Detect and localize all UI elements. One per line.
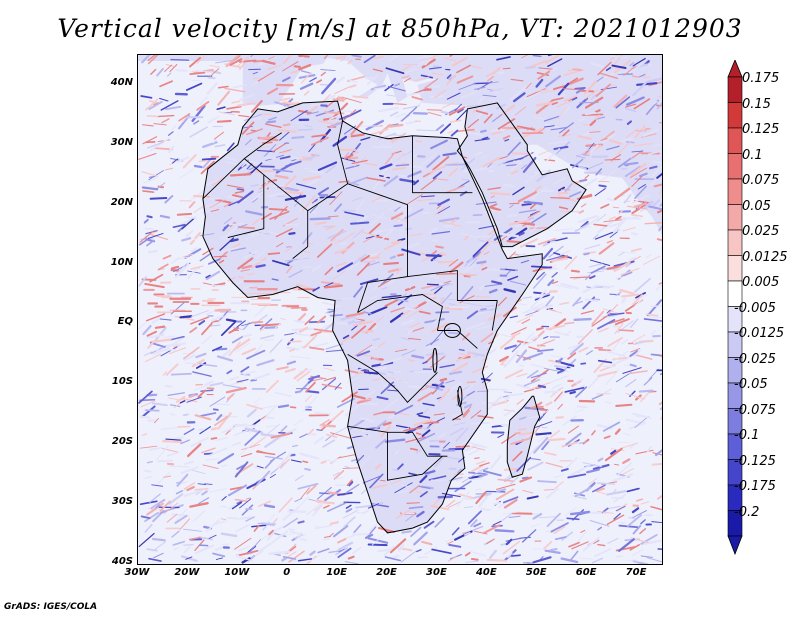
latitude-label: 30S xyxy=(111,496,133,508)
colorbar-tick-label: 0.05 xyxy=(742,198,771,214)
colorbar-tick-label: -0.175 xyxy=(734,479,776,494)
colorbar-swatch xyxy=(727,229,743,256)
latitude-label: 40N xyxy=(110,76,133,88)
coastlines xyxy=(202,100,587,534)
colorbar-max-arrow xyxy=(727,60,743,78)
lake-malawi xyxy=(457,385,463,407)
latitude-label: EQ xyxy=(117,316,133,328)
colorbar-swatch xyxy=(727,178,743,205)
colorbar-tick-label: 0.005 xyxy=(742,275,780,290)
longitude-label: 40E xyxy=(475,567,497,578)
latitude-label: 10S xyxy=(111,376,133,388)
colorbar-tick-label: -0.005 xyxy=(734,300,776,316)
colorbar-swatch xyxy=(727,204,743,231)
colorbar-tick-label: 0.075 xyxy=(742,173,780,188)
velocity-streaks xyxy=(138,55,662,564)
lake-victoria xyxy=(443,322,461,338)
latitude-label: 30N xyxy=(110,136,133,148)
lake-tanganyika xyxy=(432,347,438,373)
country-borders xyxy=(202,120,498,481)
colorbar-swatch xyxy=(727,153,743,180)
colorbar-tick-label: 0.1 xyxy=(742,147,763,163)
africa-land xyxy=(202,101,543,533)
latitude-label: 20S xyxy=(111,436,133,448)
longitude-label: 70E xyxy=(625,567,647,578)
longitude-label: 0 xyxy=(283,567,291,578)
colorbar-swatch xyxy=(727,76,743,103)
colorbar-swatch xyxy=(727,102,743,129)
longitude-label: 10E xyxy=(326,567,347,578)
grads-credit: GrADS: IGES/COLA xyxy=(4,602,98,612)
colorbar-swatch xyxy=(727,255,743,282)
colorbar-min-arrow xyxy=(727,535,743,556)
colorbar-tick-label: 0.025 xyxy=(742,224,780,239)
colorbar-tick-label: 0.15 xyxy=(742,96,771,112)
colorbar xyxy=(727,60,743,556)
longitude-label: 10W xyxy=(224,567,250,578)
colorbar-tick-label: 0.175 xyxy=(742,71,780,86)
colorbar-tick-label: 0.125 xyxy=(742,122,780,137)
longitude-label: 30W xyxy=(124,567,150,578)
longitude-label: 60E xyxy=(575,567,597,578)
latitude-label: 10N xyxy=(110,256,133,268)
colorbar-tick-label: -0.1 xyxy=(734,428,760,443)
latitude-label: 40S xyxy=(111,556,133,567)
longitude-label: 30E xyxy=(426,567,447,578)
lakes xyxy=(432,322,463,407)
longitude-label: 20E xyxy=(376,567,397,578)
map-title: Vertical velocity [m/s] at 850hPa, VT: 2… xyxy=(57,14,743,43)
map-plot-area xyxy=(137,54,663,565)
longitude-label: 50E xyxy=(525,567,547,578)
colorbar-tick-label: -0.125 xyxy=(734,453,776,469)
colorbar-tick-label: 0.0125 xyxy=(742,249,788,265)
longitude-label: 20W xyxy=(174,567,200,578)
colorbar-tick-label: -0.075 xyxy=(734,402,776,418)
colorbar-tick-label: -0.05 xyxy=(734,377,768,392)
colorbar-tick-label: -0.0125 xyxy=(734,326,785,341)
colorbar-tick-label: -0.2 xyxy=(734,504,760,520)
colorbar-tick-label: -0.025 xyxy=(734,351,776,367)
colorbar-swatch xyxy=(727,127,743,154)
latitude-label: 20N xyxy=(110,196,133,208)
vertical-velocity-field xyxy=(138,55,662,564)
